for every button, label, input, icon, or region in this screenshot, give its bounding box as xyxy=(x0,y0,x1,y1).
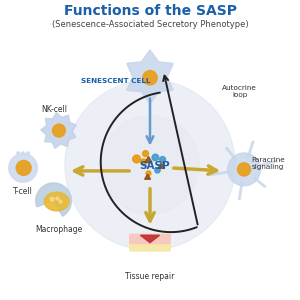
Text: SENESCENT CELL: SENESCENT CELL xyxy=(81,78,150,84)
Circle shape xyxy=(52,124,65,137)
Circle shape xyxy=(143,70,157,85)
Polygon shape xyxy=(145,174,151,179)
FancyBboxPatch shape xyxy=(130,241,170,251)
Circle shape xyxy=(27,152,29,154)
Circle shape xyxy=(101,116,199,214)
Circle shape xyxy=(16,160,31,175)
Circle shape xyxy=(142,151,148,157)
Circle shape xyxy=(50,197,54,201)
Ellipse shape xyxy=(44,192,69,211)
Text: Autocrine
loop: Autocrine loop xyxy=(222,85,257,98)
Circle shape xyxy=(9,154,38,182)
Text: NK-cell: NK-cell xyxy=(41,105,68,114)
Polygon shape xyxy=(140,235,160,243)
Polygon shape xyxy=(127,50,173,104)
Text: Tissue repair: Tissue repair xyxy=(125,272,175,281)
Text: (Senescence-Associated Secretory Phenotype): (Senescence-Associated Secretory Phenoty… xyxy=(52,20,248,29)
Polygon shape xyxy=(41,112,76,148)
Text: T-cell: T-cell xyxy=(13,187,33,196)
Circle shape xyxy=(65,80,235,250)
Polygon shape xyxy=(158,163,165,168)
Circle shape xyxy=(238,163,250,176)
Text: Functions of the SASP: Functions of the SASP xyxy=(64,4,236,18)
Circle shape xyxy=(140,159,146,165)
Text: Macrophage: Macrophage xyxy=(35,225,82,234)
Circle shape xyxy=(59,200,62,203)
FancyBboxPatch shape xyxy=(130,234,170,244)
Circle shape xyxy=(152,154,159,161)
Circle shape xyxy=(228,153,260,186)
Circle shape xyxy=(56,197,59,200)
Circle shape xyxy=(133,155,140,163)
Circle shape xyxy=(17,152,20,154)
Circle shape xyxy=(160,157,166,163)
Text: SASP: SASP xyxy=(139,160,170,170)
Text: Paracrine
signaling: Paracrine signaling xyxy=(251,157,285,170)
Circle shape xyxy=(155,168,160,173)
Polygon shape xyxy=(145,157,152,163)
Circle shape xyxy=(146,171,151,176)
Wedge shape xyxy=(36,183,71,216)
Circle shape xyxy=(22,152,24,154)
